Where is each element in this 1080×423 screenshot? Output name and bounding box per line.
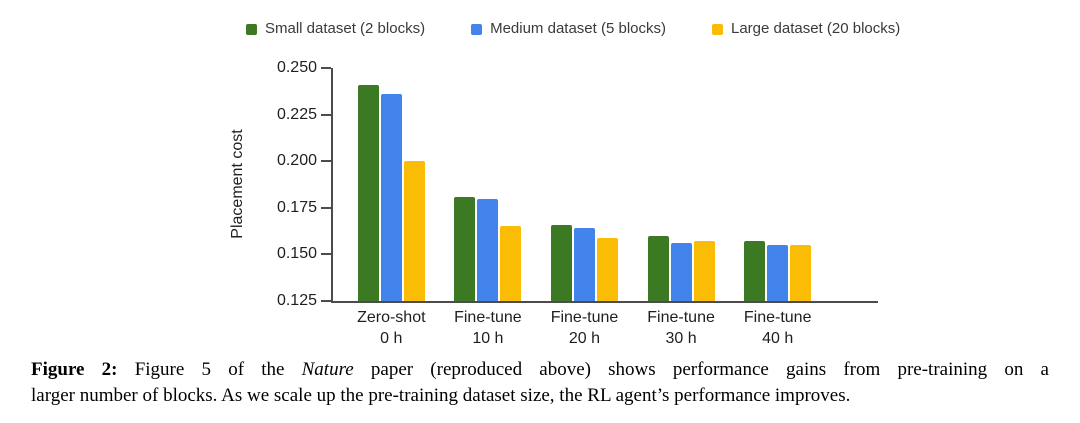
legend-item-small-dataset: Small dataset (2 blocks) bbox=[246, 20, 425, 37]
bar-group bbox=[633, 68, 730, 301]
bar-large-dataset bbox=[403, 161, 425, 301]
x-axis-label-line1: Fine-tune bbox=[454, 309, 522, 326]
caption-italic-word: Nature bbox=[301, 359, 354, 380]
plot-area: 0.250 0.225 0.200 0.175 0.150 0.125 bbox=[277, 59, 878, 309]
x-axis-labels: Zero-shot 0 h Fine-tune 10 h Fine-tune 20 h Fi… bbox=[343, 307, 826, 349]
bar-small-dataset bbox=[647, 235, 669, 301]
legend-label: Large dataset (20 blocks) bbox=[730, 20, 901, 37]
y-tick-label: 0.125 bbox=[276, 292, 317, 309]
y-tick-label: 0.250 bbox=[276, 59, 317, 76]
x-axis-label: Fine-tune 20 h bbox=[536, 307, 633, 349]
y-tick-mark bbox=[321, 300, 331, 302]
x-axis-label-line1: Fine-tune bbox=[743, 309, 812, 326]
y-tick-mark bbox=[321, 206, 331, 209]
y-tick-mark bbox=[321, 67, 331, 69]
bar-medium-dataset bbox=[573, 228, 595, 301]
legend-swatch-icon bbox=[711, 23, 723, 35]
caption-text-before-italic: Figure 5 of the bbox=[117, 359, 302, 380]
caption-text-after-italic: paper (reproduced above) shows performan… bbox=[353, 359, 1049, 380]
bar-group bbox=[536, 68, 633, 301]
caption-line-2: larger number of blocks. As we scale up … bbox=[31, 385, 851, 406]
x-axis-label: Fine-tune 30 h bbox=[633, 307, 730, 349]
x-axis-label-line2: 10 h bbox=[472, 330, 504, 347]
chart-legend: Small dataset (2 blocks) Medium dataset (… bbox=[246, 20, 900, 37]
x-axis-label-line1: Fine-tune bbox=[550, 309, 619, 326]
y-tick-mark bbox=[321, 113, 331, 116]
bar-large-dataset bbox=[500, 226, 522, 301]
y-tick-label: 0.225 bbox=[276, 105, 317, 123]
x-axis-label-line1: Fine-tune bbox=[647, 309, 715, 326]
bar-group bbox=[343, 68, 440, 301]
x-axis-label: Fine-tune 10 h bbox=[440, 307, 537, 349]
x-axis-label: Zero-shot 0 h bbox=[343, 307, 440, 349]
bar-group bbox=[440, 68, 537, 301]
bar-large-dataset bbox=[693, 241, 715, 301]
bar-small-dataset bbox=[550, 224, 572, 301]
x-axis-label-line2: 40 h bbox=[762, 330, 794, 347]
bar-large-dataset bbox=[596, 237, 618, 301]
x-axis-label-line1: Zero-shot bbox=[357, 309, 426, 326]
bar-medium-dataset bbox=[670, 243, 692, 301]
bar-medium-dataset bbox=[380, 94, 402, 301]
x-axis-label-line2: 20 h bbox=[568, 330, 601, 347]
x-axis-label-line2: 30 h bbox=[665, 330, 697, 347]
bar-medium-dataset bbox=[477, 198, 499, 301]
y-tick-label: 0.175 bbox=[276, 198, 317, 216]
bar-small-dataset bbox=[357, 84, 379, 301]
bar-small-dataset bbox=[454, 196, 476, 301]
y-tick-label: 0.150 bbox=[276, 245, 317, 263]
y-tick-mark bbox=[321, 253, 331, 256]
legend-item-medium-dataset: Medium dataset (5 blocks) bbox=[471, 20, 666, 37]
y-tick-label: 0.200 bbox=[276, 152, 317, 170]
y-tick-mark bbox=[321, 160, 331, 163]
legend-swatch-icon bbox=[471, 23, 483, 35]
x-axis-label-line2: 0 h bbox=[380, 330, 403, 347]
x-axis-label: Fine-tune 40 h bbox=[729, 307, 826, 349]
legend-label: Small dataset (2 blocks) bbox=[265, 20, 426, 37]
bar-large-dataset bbox=[790, 245, 812, 301]
bar-group bbox=[729, 68, 826, 301]
legend-item-large-dataset: Large dataset (20 blocks) bbox=[711, 20, 901, 37]
bar-medium-dataset bbox=[767, 245, 789, 301]
legend-swatch-icon bbox=[246, 23, 257, 35]
y-axis-title: Placement cost bbox=[229, 129, 246, 239]
legend-label: Medium dataset (5 blocks) bbox=[490, 20, 666, 37]
bar-groups bbox=[343, 68, 826, 301]
caption-line-1: Figure 2: Figure 5 of the Nature paper (… bbox=[31, 357, 1049, 383]
figure-caption: Figure 2: Figure 5 of the Nature paper (… bbox=[31, 357, 1049, 409]
caption-figure-label: Figure 2: bbox=[31, 359, 118, 380]
bar-small-dataset bbox=[744, 241, 766, 301]
